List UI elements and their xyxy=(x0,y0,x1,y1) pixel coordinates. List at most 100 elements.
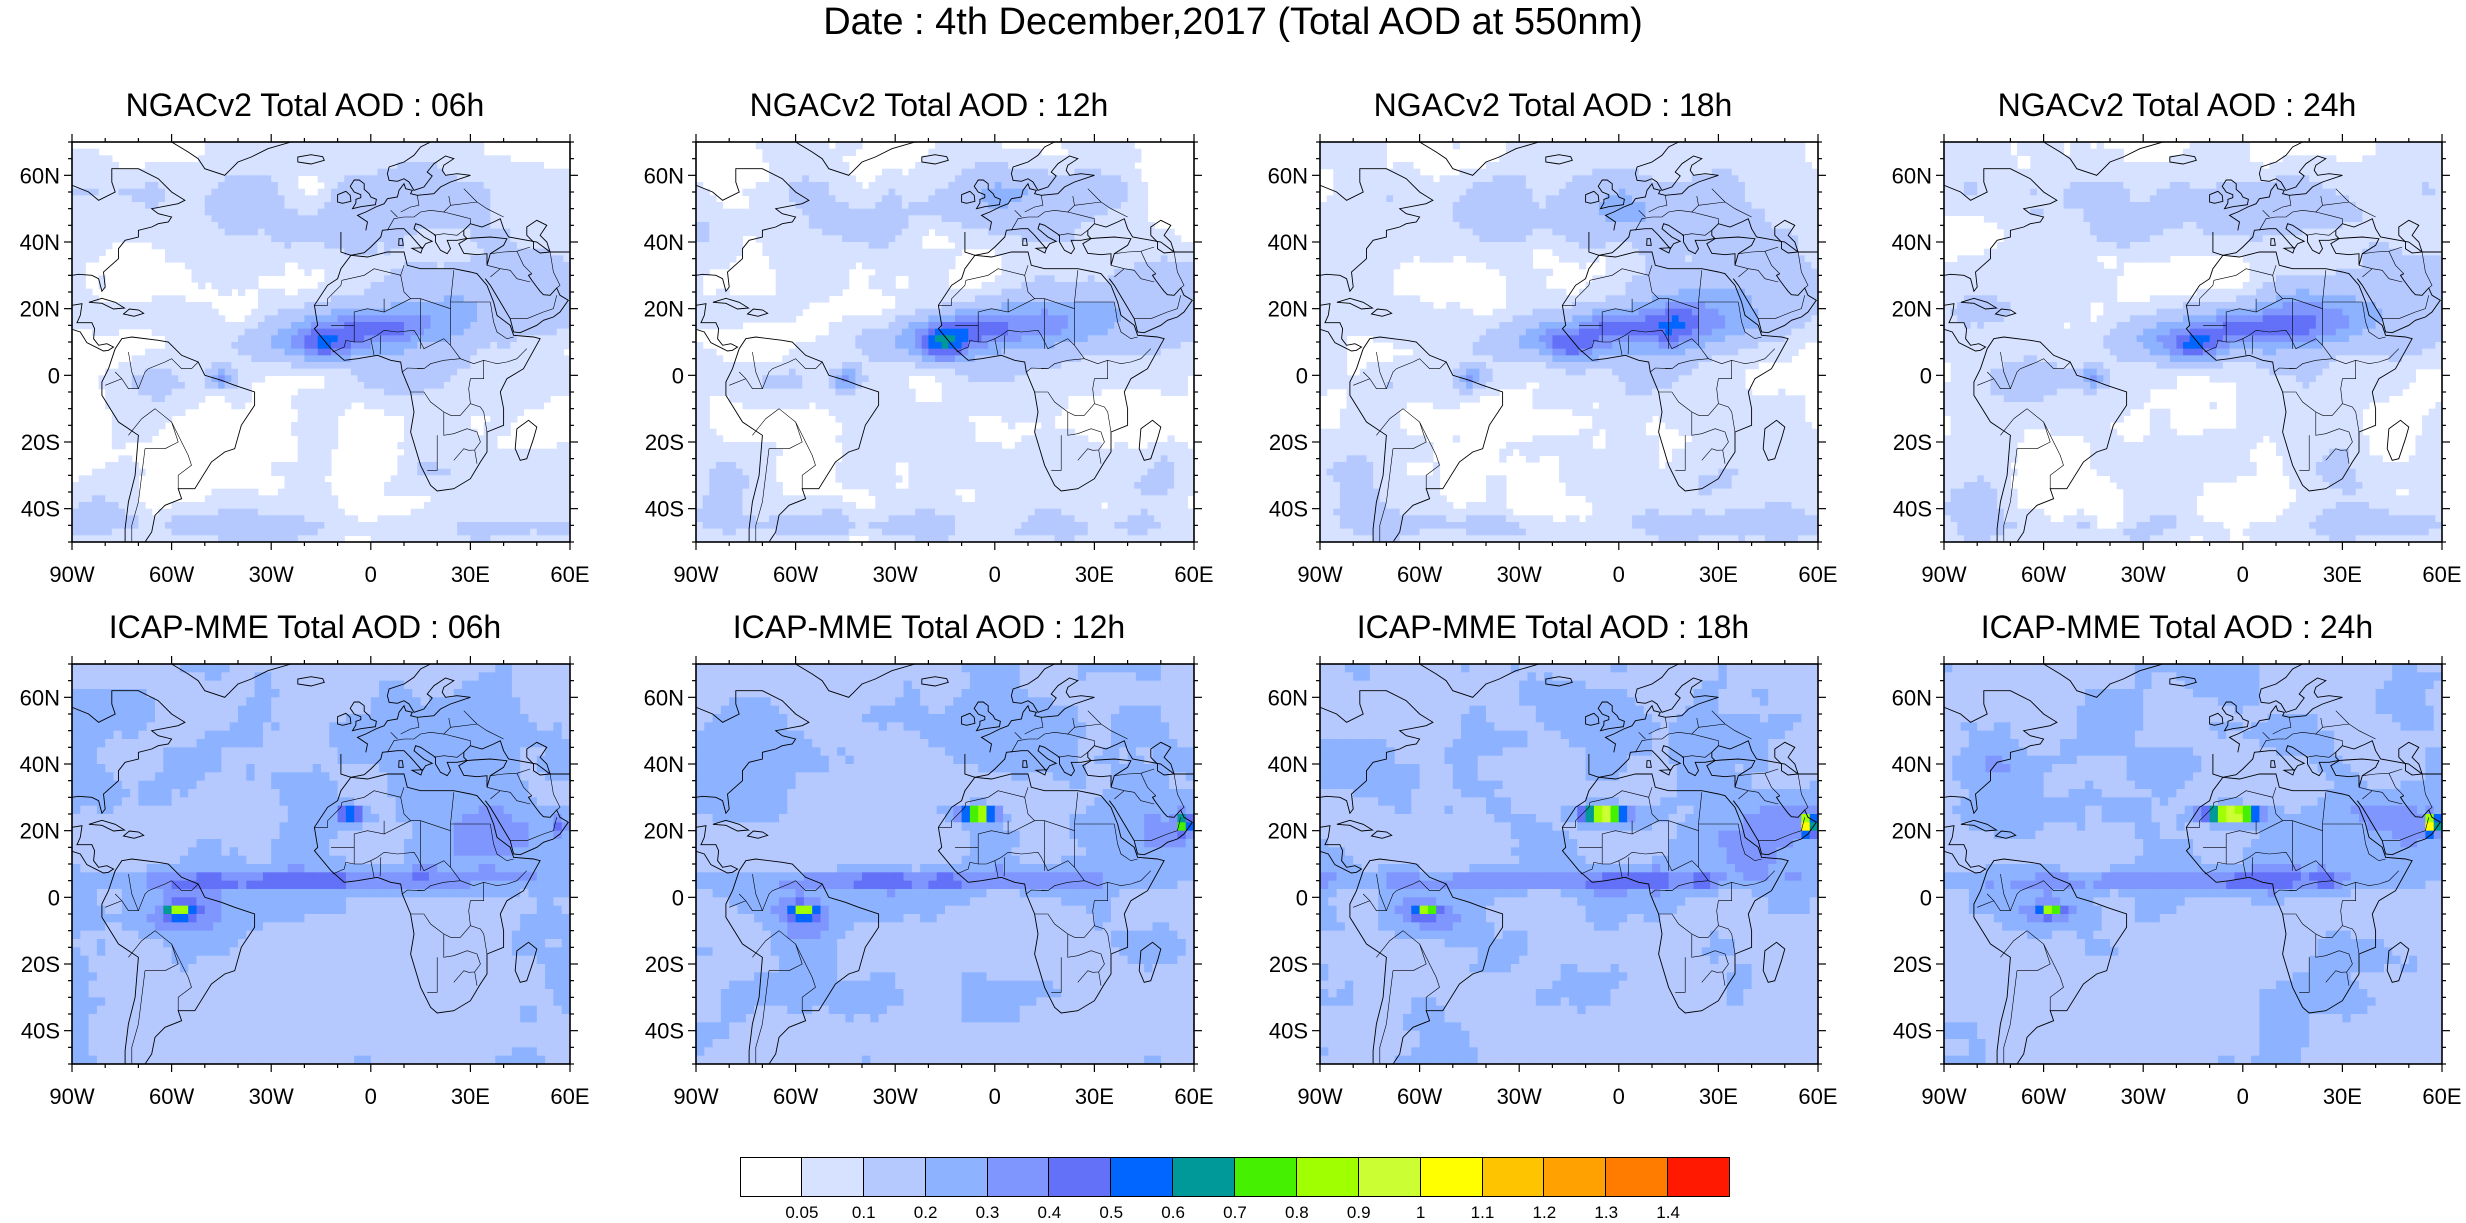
lon-tick-label: 90W xyxy=(49,562,94,587)
panel-title: ICAP-MME Total AOD : 06h xyxy=(0,608,610,646)
lat-tick-label: 20S xyxy=(21,430,60,455)
lat-tick-label: 40N xyxy=(20,230,60,255)
colorbar-label: 0.6 xyxy=(1161,1203,1185,1223)
lon-tick-label: 30E xyxy=(451,562,490,587)
lon-tick-label: 60W xyxy=(149,1084,194,1109)
lat-tick-label: 40N xyxy=(644,230,684,255)
colorbar-swatch xyxy=(1235,1157,1297,1197)
colorbar-label: 0.5 xyxy=(1099,1203,1123,1223)
lat-tick-label: 20S xyxy=(21,952,60,977)
lon-tick-label: 30W xyxy=(2121,562,2166,587)
lat-tick-label: 60N xyxy=(644,685,684,710)
panel-title: ICAP-MME Total AOD : 18h xyxy=(1248,608,1858,646)
lat-tick-label: 0 xyxy=(1920,885,1932,910)
lon-tick-label: 60W xyxy=(149,562,194,587)
lon-tick-label: 0 xyxy=(1613,562,1625,587)
figure-title: Date : 4th December,2017 (Total AOD at 5… xyxy=(0,0,2466,44)
aod-field xyxy=(669,661,1194,1071)
lon-tick-label: 30E xyxy=(1699,562,1738,587)
aod-field xyxy=(45,139,570,549)
lon-tick-label: 90W xyxy=(1921,562,1966,587)
lon-tick-label: 60E xyxy=(2422,1084,2461,1109)
colorbar-label: 0.8 xyxy=(1285,1203,1309,1223)
lat-tick-label: 40S xyxy=(645,1019,684,1044)
panel-title: NGACv2 Total AOD : 18h xyxy=(1248,86,1858,124)
lat-tick-label: 20N xyxy=(1892,297,1932,322)
aod-field xyxy=(1293,139,1818,549)
lon-tick-label: 0 xyxy=(989,1084,1001,1109)
lon-tick-label: 0 xyxy=(365,1084,377,1109)
lat-tick-label: 40S xyxy=(1893,497,1932,522)
lat-tick-label: 40N xyxy=(1892,752,1932,777)
lon-tick-label: 90W xyxy=(673,1084,718,1109)
lon-tick-label: 0 xyxy=(2237,562,2249,587)
lat-tick-label: 20N xyxy=(20,819,60,844)
lon-tick-label: 90W xyxy=(49,1084,94,1109)
lat-tick-label: 40S xyxy=(1269,1019,1308,1044)
colorbar-swatch xyxy=(1173,1157,1235,1197)
lat-tick-label: 60N xyxy=(20,685,60,710)
lon-tick-label: 30W xyxy=(249,562,294,587)
colorbar-label: 1 xyxy=(1416,1203,1425,1223)
lat-tick-label: 60N xyxy=(20,163,60,188)
lat-tick-label: 40S xyxy=(1893,1019,1932,1044)
colorbar-swatch xyxy=(1111,1157,1173,1197)
lon-tick-label: 60W xyxy=(2021,562,2066,587)
lon-tick-label: 90W xyxy=(1921,1084,1966,1109)
lon-tick-label: 30W xyxy=(873,562,918,587)
colorbar-swatch xyxy=(864,1157,926,1197)
colorbar-label: 1.3 xyxy=(1594,1203,1618,1223)
lat-tick-label: 0 xyxy=(48,885,60,910)
lon-tick-label: 60E xyxy=(1174,1084,1213,1109)
colorbar-label: 0.7 xyxy=(1223,1203,1247,1223)
lat-tick-label: 60N xyxy=(1892,163,1932,188)
lat-tick-label: 20S xyxy=(1893,430,1932,455)
lat-tick-label: 0 xyxy=(48,363,60,388)
colorbar-swatch xyxy=(1544,1157,1606,1197)
colorbar-swatch xyxy=(1421,1157,1483,1197)
lat-tick-label: 20S xyxy=(1269,952,1308,977)
lat-tick-label: 40N xyxy=(1892,230,1932,255)
lon-tick-label: 60E xyxy=(2422,562,2461,587)
colorbar-swatch xyxy=(926,1157,988,1197)
lat-tick-label: 20N xyxy=(644,819,684,844)
panel-title: NGACv2 Total AOD : 06h xyxy=(0,86,610,124)
lat-tick-label: 20N xyxy=(1268,297,1308,322)
lat-tick-label: 40N xyxy=(1268,230,1308,255)
lon-tick-label: 60W xyxy=(773,562,818,587)
colorbar-swatch xyxy=(1297,1157,1359,1197)
lon-tick-label: 30W xyxy=(249,1084,294,1109)
lat-tick-label: 40N xyxy=(20,752,60,777)
colorbar xyxy=(740,1157,1730,1197)
lon-tick-label: 30E xyxy=(2323,1084,2362,1109)
aod-field xyxy=(1917,139,2442,549)
aod-field xyxy=(1293,661,1818,1071)
lat-tick-label: 0 xyxy=(1920,363,1932,388)
map-plot: 60N 40N 20N 0 20S 40S 90W 60W 30W 0 30E 60E xyxy=(1872,86,2466,606)
lat-tick-label: 0 xyxy=(672,363,684,388)
aod-field xyxy=(45,661,570,1071)
lon-tick-label: 90W xyxy=(1297,1084,1342,1109)
lat-tick-label: 60N xyxy=(1268,163,1308,188)
lon-tick-label: 60E xyxy=(1174,562,1213,587)
lon-tick-label: 30E xyxy=(1075,562,1114,587)
lon-tick-label: 30E xyxy=(2323,562,2362,587)
lon-tick-label: 0 xyxy=(1613,1084,1625,1109)
lat-tick-label: 60N xyxy=(644,163,684,188)
colorbar-label: 0.9 xyxy=(1347,1203,1371,1223)
lon-tick-label: 0 xyxy=(2237,1084,2249,1109)
aod-field xyxy=(669,139,1194,549)
lon-tick-label: 60W xyxy=(2021,1084,2066,1109)
lon-tick-label: 60W xyxy=(1397,1084,1442,1109)
panel-title: NGACv2 Total AOD : 12h xyxy=(624,86,1234,124)
colorbar-label: 0.05 xyxy=(785,1203,818,1223)
